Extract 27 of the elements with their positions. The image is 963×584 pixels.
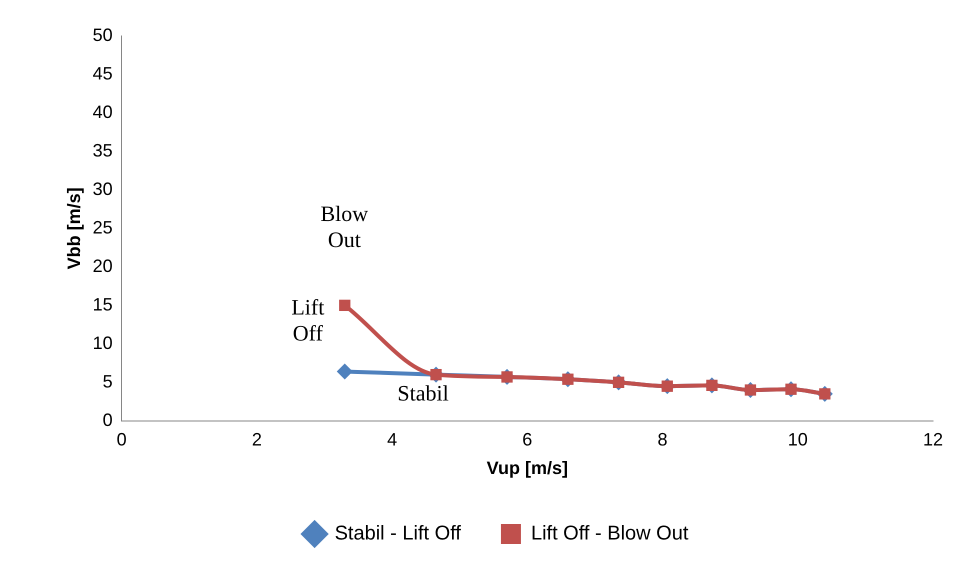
x-tick-label: 12 <box>922 430 944 450</box>
annotation: Stabil <box>397 380 449 406</box>
y-tick-label: 35 <box>92 140 113 160</box>
y-tick-label: 5 <box>102 371 113 392</box>
legend-label: Stabil - Lift Off <box>334 522 462 545</box>
annotation: Lift Off <box>291 294 324 346</box>
point <box>339 300 350 312</box>
x-tick-label: 6 <box>522 430 532 450</box>
annotation: Blow Out <box>320 201 368 252</box>
y-tick-label: 25 <box>92 217 113 238</box>
x-tick-label: 8 <box>658 430 668 450</box>
y-tick-label: 10 <box>92 332 113 353</box>
y-tick-label: 45 <box>92 63 113 84</box>
y-tick-label: 0 <box>102 410 113 430</box>
y-axis-title: Vbb [m/s] <box>64 187 84 270</box>
x-tick-label: 2 <box>252 430 262 450</box>
y-tick-label: 50 <box>92 24 113 45</box>
legend-label: Lift Off - Blow Out <box>530 522 689 545</box>
y-tick-label: 20 <box>92 256 113 276</box>
x-tick-label: 10 <box>788 430 808 450</box>
x-tick-label: 4 <box>387 430 398 450</box>
y-tick-label: 30 <box>92 178 113 199</box>
x-tick-label: 0 <box>116 430 127 450</box>
x-axis-title: Vup [m/s] <box>486 458 568 478</box>
y-tick-label: 40 <box>92 102 113 122</box>
y-tick-label: 15 <box>92 294 113 314</box>
point <box>336 364 353 380</box>
